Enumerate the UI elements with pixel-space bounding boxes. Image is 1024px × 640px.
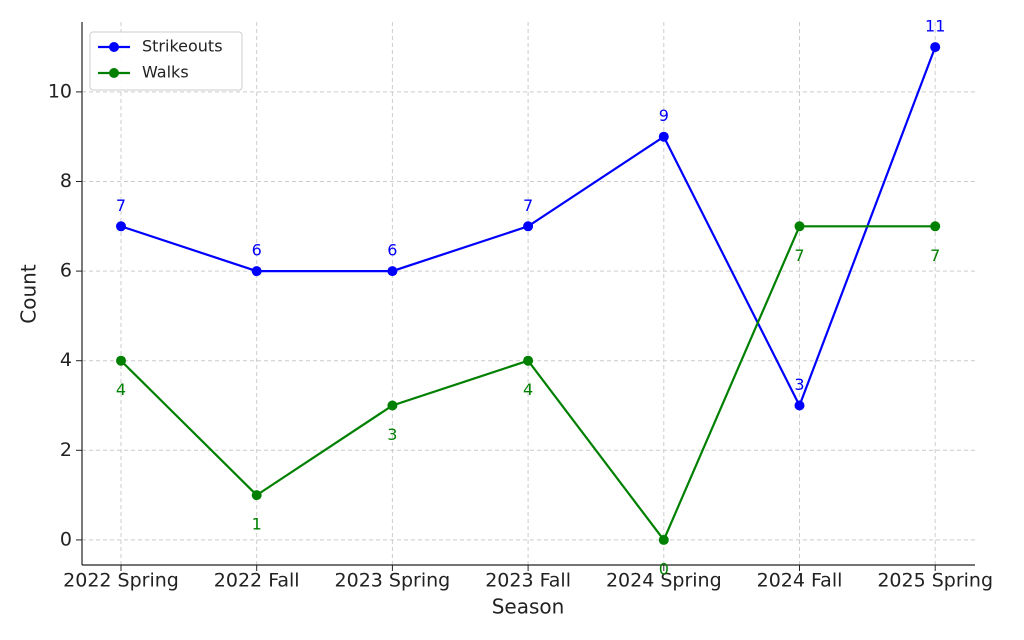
x-tick-label: 2022 Fall — [214, 570, 300, 592]
point — [930, 221, 941, 232]
legend: Strikeouts Walks — [89, 31, 243, 91]
x-tick-label: 2022 Spring — [63, 570, 179, 592]
data-label: 1 — [252, 515, 262, 534]
point — [523, 221, 534, 232]
point — [116, 221, 126, 232]
data-label: 6 — [387, 241, 397, 260]
data-label: 9 — [659, 106, 669, 125]
data-label: 4 — [523, 380, 533, 399]
y-tick-label: 2 — [60, 439, 72, 461]
data-label: 6 — [252, 241, 262, 260]
data-label: 4 — [116, 380, 126, 399]
point — [658, 534, 669, 545]
x-axis-label: Season — [492, 595, 565, 619]
legend-label: Strikeouts — [142, 37, 223, 56]
x-tick-label: 2024 Fall — [757, 570, 843, 592]
x-tick-label: 2025 Spring — [877, 570, 993, 592]
data-label: 3 — [794, 375, 804, 394]
point — [251, 266, 262, 277]
point — [794, 221, 805, 232]
x-tick-label: 2023 Spring — [335, 570, 451, 592]
y-axis-label: Count — [17, 264, 41, 324]
data-label: 7 — [523, 196, 533, 215]
legend-marker — [109, 68, 119, 78]
data-label: 7 — [930, 246, 940, 265]
x-tick-label: 2024 Spring — [606, 570, 722, 592]
y-tick-label: 6 — [60, 260, 72, 282]
x-tick-label: 2023 Fall — [485, 570, 571, 592]
y-tick-label: 8 — [60, 170, 72, 192]
y-tick-label: 10 — [48, 80, 72, 102]
point — [387, 266, 398, 277]
point — [523, 355, 534, 366]
legend-label: Walks — [142, 63, 189, 82]
point — [658, 131, 669, 142]
y-tick-label: 0 — [60, 528, 72, 550]
point — [930, 42, 941, 53]
point — [251, 490, 262, 501]
data-label: 3 — [387, 425, 397, 444]
data-label: 11 — [925, 17, 945, 36]
y-tick-label: 4 — [60, 349, 72, 371]
point — [387, 400, 398, 411]
point — [794, 400, 805, 411]
legend-marker — [109, 42, 119, 52]
data-label: 7 — [116, 196, 126, 215]
point — [116, 355, 126, 366]
data-label: 0 — [659, 559, 669, 578]
data-label: 7 — [794, 246, 804, 265]
